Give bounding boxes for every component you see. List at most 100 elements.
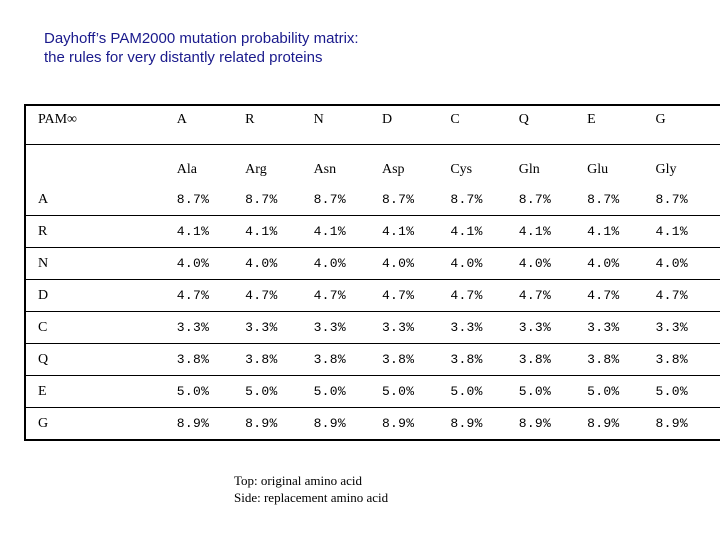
matrix-cell: 4.7% (587, 279, 656, 312)
matrix-cell: 4.1% (381, 215, 451, 248)
row-label: C (25, 311, 177, 344)
pam-matrix-table: PAM∞ A R N D C Q E G Ala Arg Asn Asp Cys… (24, 104, 720, 441)
matrix-cell: 3.8% (245, 343, 314, 376)
column-code: D (381, 105, 451, 145)
matrix-cell: 3.8% (381, 343, 451, 376)
matrix-cell: 3.3% (176, 311, 246, 344)
matrix-cell: 5.0% (655, 375, 720, 408)
matrix-cell: 8.9% (587, 416, 620, 431)
matrix-corner-blank (25, 145, 177, 185)
matrix-cell: 4.1% (655, 215, 720, 248)
column-name: Glu (587, 162, 609, 177)
matrix-cell: 3.3% (518, 311, 588, 344)
title-line-2: the rules for very distantly related pro… (44, 49, 323, 66)
matrix-row: Q 3.8% 3.8% 3.8% 3.8% 3.8% 3.8% 3.8% 3.8% (25, 343, 720, 376)
header-row-codes: PAM∞ A R N D C Q E G (25, 105, 720, 145)
matrix-cell: 4.7% (313, 279, 382, 312)
row-label: R (25, 215, 177, 248)
row-label: E (25, 375, 177, 408)
matrix-cell: 5.0% (518, 375, 588, 408)
matrix-cell: 4.7% (176, 279, 246, 312)
matrix-cell: 4.1% (518, 215, 588, 248)
matrix-cell: 3.8% (587, 343, 656, 376)
matrix-cell: 3.3% (245, 311, 314, 344)
matrix-cell: 4.0% (381, 247, 451, 280)
matrix-cell: 8.9% (245, 416, 278, 431)
matrix-cell: 5.0% (450, 375, 519, 408)
matrix-cell: 8.9% (655, 416, 688, 431)
matrix-cell: 3.3% (655, 311, 720, 344)
row-label: G (38, 415, 49, 431)
column-name: Asp (381, 162, 405, 177)
matrix-cell: 8.9% (518, 416, 552, 431)
matrix-cell: 4.7% (518, 279, 588, 312)
row-label: D (25, 279, 177, 312)
row-label: A (25, 184, 177, 216)
matrix-cell: 3.8% (518, 343, 588, 376)
column-code: R (245, 105, 314, 145)
matrix-cell: 8.7% (587, 184, 656, 216)
matrix-cell: 3.3% (450, 311, 519, 344)
matrix-cell: 3.3% (587, 311, 656, 344)
matrix-row: R 4.1% 4.1% 4.1% 4.1% 4.1% 4.1% 4.1% 4.1% (25, 215, 720, 248)
matrix-cell: 3.8% (655, 343, 720, 376)
matrix-caption: Top: original amino acid Side: replaceme… (234, 472, 388, 506)
matrix-cell: 4.0% (176, 247, 246, 280)
matrix-row: E 5.0% 5.0% 5.0% 5.0% 5.0% 5.0% 5.0% 5.0% (25, 375, 720, 408)
matrix-row: A 8.7% 8.7% 8.7% 8.7% 8.7% 8.7% 8.7% 8.7% (25, 184, 720, 216)
matrix-cell: 8.7% (518, 184, 588, 216)
matrix-cell: 8.9% (313, 416, 346, 431)
title-line-1: Dayhoff’s PAM2000 mutation probability m… (44, 30, 359, 47)
column-code: C (450, 105, 519, 145)
caption-line-top: Top: original amino acid (234, 473, 362, 488)
matrix-row: N 4.0% 4.0% 4.0% 4.0% 4.0% 4.0% 4.0% 4.0% (25, 247, 720, 280)
matrix-cell: 5.0% (381, 375, 451, 408)
column-code: G (655, 105, 720, 145)
matrix-cell: 4.7% (450, 279, 519, 312)
column-name: Gly (655, 162, 677, 177)
matrix-cell: 4.1% (176, 215, 246, 248)
column-name: Asn (313, 162, 337, 177)
row-label: Q (25, 343, 177, 376)
matrix-cell: 8.9% (381, 416, 415, 431)
column-code: A (176, 105, 246, 145)
column-code: E (587, 105, 656, 145)
matrix-cell: 5.0% (245, 375, 314, 408)
matrix-cell: 4.1% (313, 215, 382, 248)
matrix-cell: 8.7% (313, 184, 382, 216)
matrix-cell: 4.1% (587, 215, 656, 248)
matrix-cell: 3.8% (450, 343, 519, 376)
column-code: Q (518, 105, 588, 145)
matrix-cell: 8.7% (245, 184, 314, 216)
matrix-cell: 5.0% (176, 375, 246, 408)
matrix-cell: 8.9% (450, 416, 483, 431)
column-name: Cys (450, 162, 473, 177)
matrix-cell: 3.8% (176, 343, 246, 376)
column-name: Gln (518, 162, 540, 177)
matrix-cell: 4.0% (450, 247, 519, 280)
matrix-cell: 3.3% (313, 311, 382, 344)
row-label: N (25, 247, 177, 280)
matrix-row: D 4.7% 4.7% 4.7% 4.7% 4.7% 4.7% 4.7% 4.7% (25, 279, 720, 312)
matrix-cell: 3.3% (381, 311, 451, 344)
matrix-cell: 5.0% (313, 375, 382, 408)
matrix-cell: 8.7% (450, 184, 519, 216)
matrix-cell: 4.7% (381, 279, 451, 312)
matrix-body: PAM∞ A R N D C Q E G Ala Arg Asn Asp Cys… (25, 105, 720, 440)
matrix-row: G 8.9% 8.9% 8.9% 8.9% 8.9% 8.9% 8.9% 8.9% (25, 408, 720, 441)
column-code: N (313, 105, 382, 145)
matrix-cell: 8.7% (381, 184, 451, 216)
matrix-cell: 4.1% (450, 215, 519, 248)
column-name: Arg (245, 162, 267, 177)
matrix-cell: 8.7% (655, 184, 720, 216)
matrix-cell: 4.0% (587, 247, 656, 280)
matrix-cell: 4.0% (518, 247, 588, 280)
matrix-corner-label: PAM∞ (25, 105, 177, 145)
matrix-cell: 4.0% (655, 247, 720, 280)
matrix-cell: 3.8% (313, 343, 382, 376)
matrix-cell: 4.7% (655, 279, 720, 312)
column-name: Ala (176, 162, 197, 177)
header-row-names: Ala Arg Asn Asp Cys Gln Glu Gly (25, 145, 720, 185)
matrix-cell: 5.0% (587, 375, 656, 408)
matrix-cell: 4.7% (245, 279, 314, 312)
